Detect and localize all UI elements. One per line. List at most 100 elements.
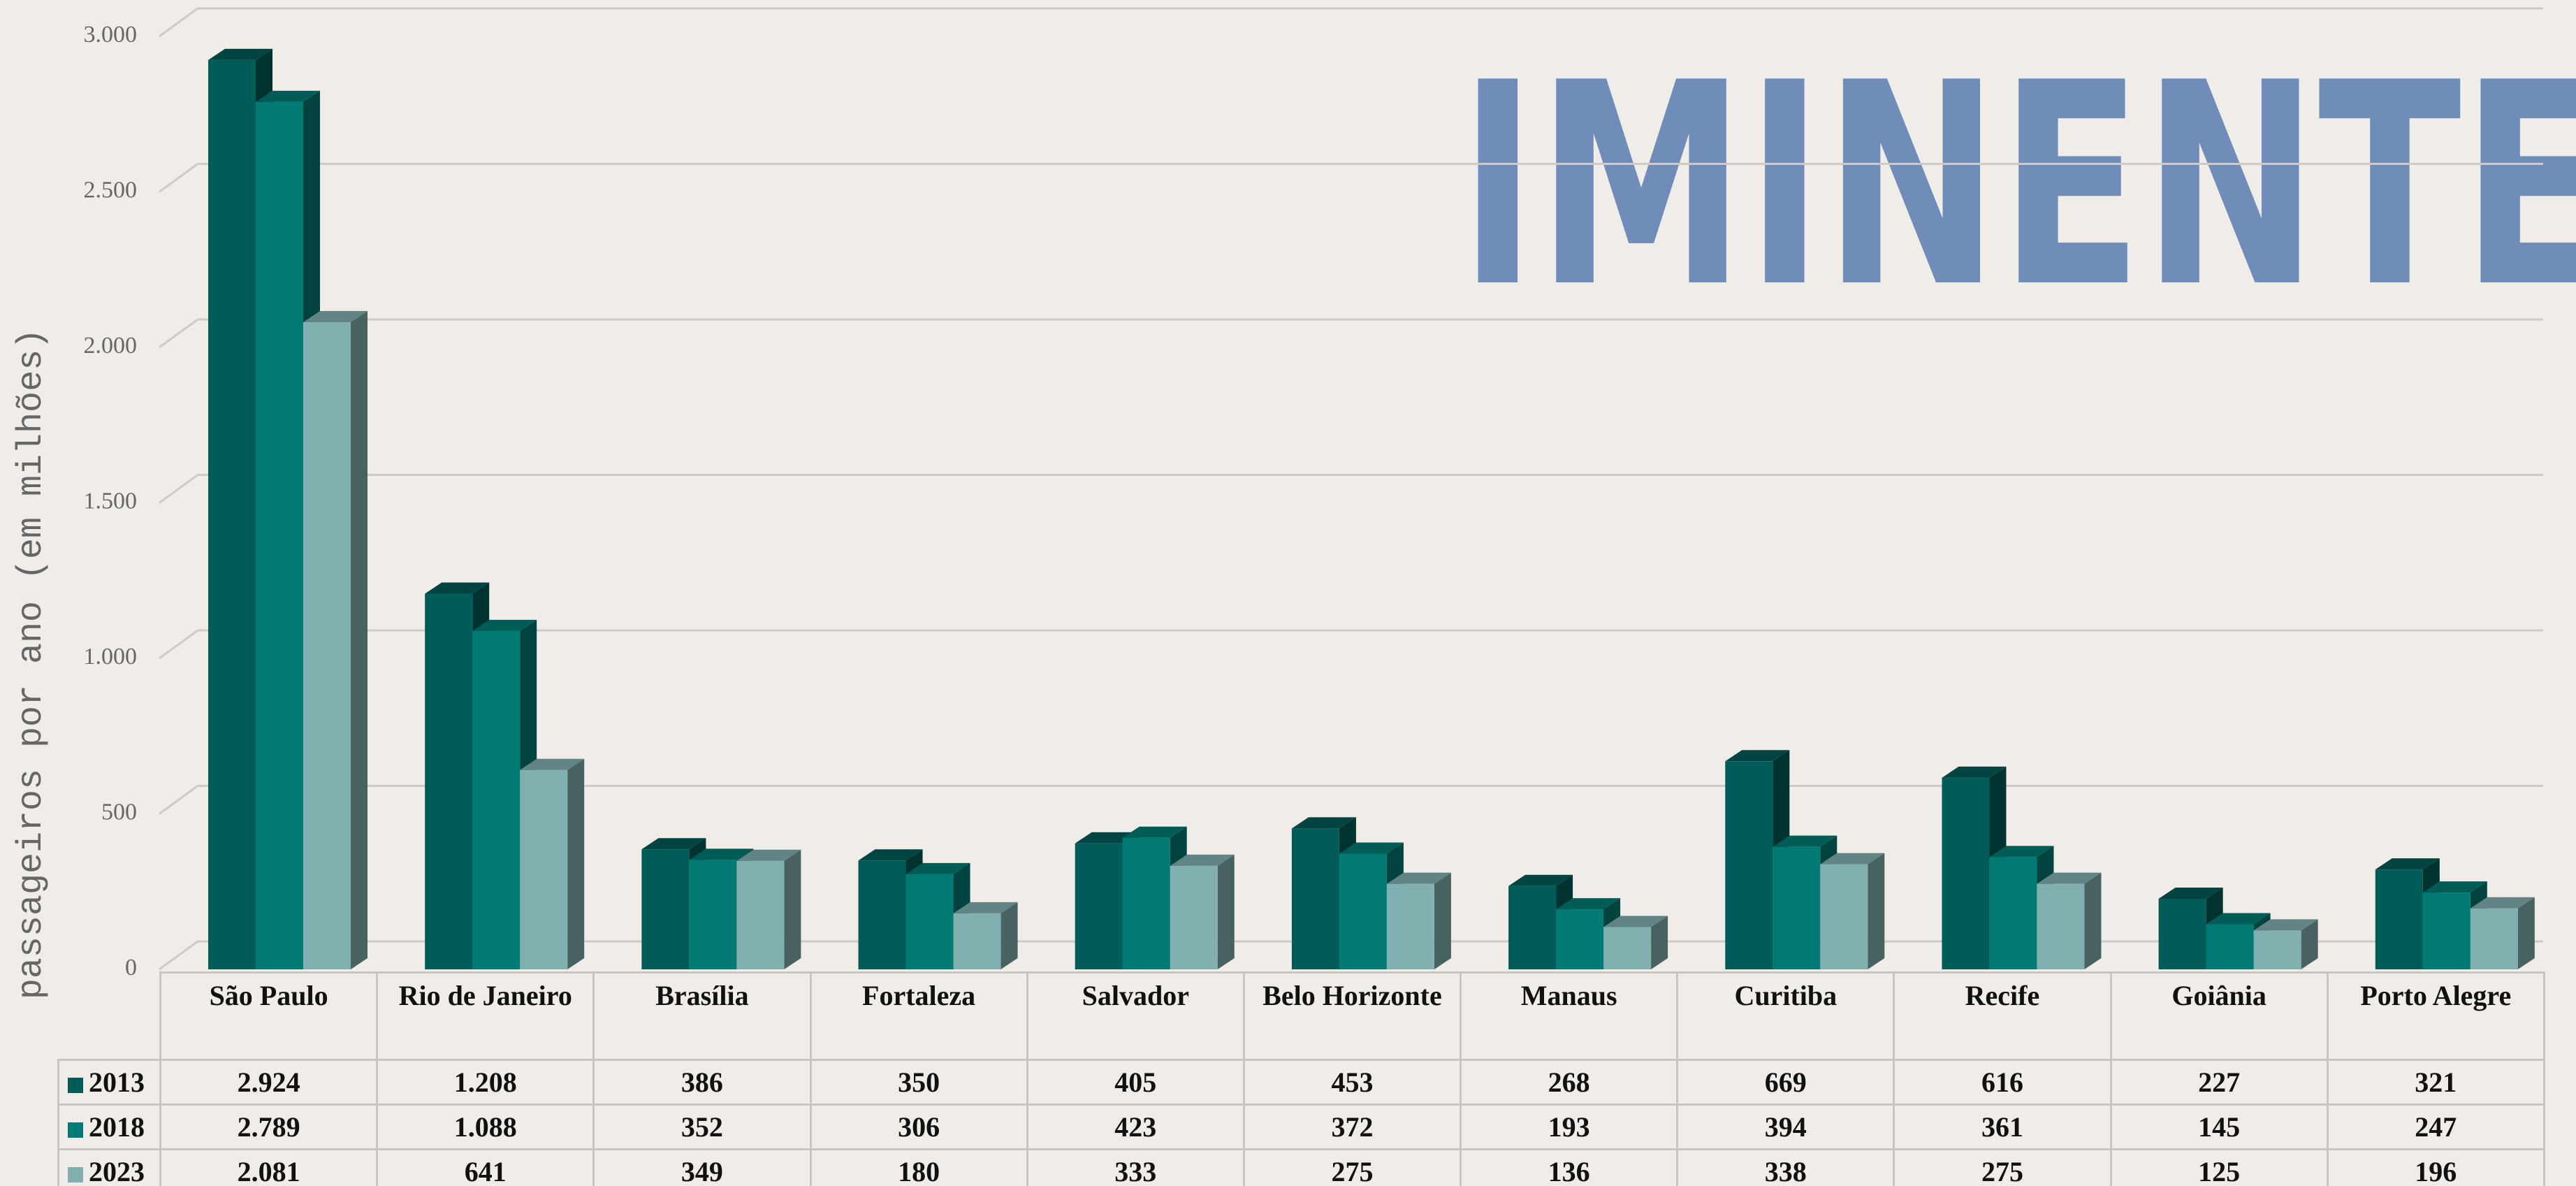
category-cell: Belo Horizonte: [1242, 971, 1462, 1061]
bar: [2206, 924, 2254, 969]
value-cell: 2.789: [159, 1104, 379, 1150]
category-cell: Curitiba: [1676, 971, 1895, 1061]
category-cell: Salvador: [1026, 971, 1245, 1061]
legend-swatch: [68, 1077, 83, 1093]
y-tick-label: 2.000: [84, 333, 138, 359]
value-cell: 616: [1893, 1059, 2112, 1106]
bar: [641, 849, 690, 969]
bar-top: [2037, 872, 2102, 884]
x-tick-label: Rio de Janeiro: [398, 980, 572, 1011]
bar: [2253, 930, 2301, 969]
bar-top: [425, 582, 490, 594]
y-tick-label: 1.500: [84, 488, 138, 514]
value-cell: 321: [2326, 1059, 2545, 1106]
value-cell: 1.208: [376, 1059, 595, 1106]
bar-top: [953, 902, 1018, 913]
y-axis-label: passageiros por ano (em milhões): [12, 328, 52, 999]
bar-top: [2158, 887, 2223, 899]
value-cell: 227: [2109, 1059, 2329, 1106]
x-tick-label: Goiânia: [2171, 980, 2266, 1011]
bar-top: [2253, 919, 2318, 931]
category-cell: Goiânia: [2109, 971, 2329, 1061]
bar-top: [1989, 846, 2054, 858]
bar-top: [1170, 854, 1235, 866]
bar-top: [1339, 842, 1404, 854]
category-cell: Brasília: [592, 971, 812, 1061]
bar-side: [2301, 919, 2318, 969]
series-row: 2018 2.789 1.088 352 306 423 372 193 394 361 145 24…: [57, 1104, 2545, 1150]
x-tick-label: Belo Horizonte: [1262, 980, 1442, 1011]
data-table: São Paulo Rio de Janeiro Brasília Fortaleza…: [57, 971, 2545, 1186]
value-cell: 268: [1460, 1059, 1679, 1106]
legend-cell: 2018: [57, 1104, 161, 1150]
bar-top: [1820, 853, 1885, 865]
legend-cell: 2013: [57, 1059, 161, 1106]
value-cell: 136: [1460, 1148, 1679, 1186]
value-cell: 453: [1242, 1059, 1462, 1106]
bar-top: [1556, 898, 1621, 910]
bar-top: [2470, 897, 2535, 909]
value-cell: 306: [809, 1104, 1028, 1150]
value-cell: 275: [1893, 1148, 2112, 1186]
legend-cell: 2023: [57, 1148, 161, 1186]
value-cell: 145: [2109, 1104, 2329, 1150]
value-cell: 196: [2326, 1148, 2545, 1186]
bar-top: [1122, 826, 1187, 838]
bar-top: [905, 862, 970, 874]
category-cell: São Paulo: [159, 971, 379, 1061]
tick-mark: [159, 163, 198, 193]
x-tick-label: Fortaleza: [862, 980, 976, 1011]
category-cell: Recife: [1893, 971, 2112, 1061]
header-row: São Paulo Rio de Janeiro Brasília Fortaleza…: [58, 971, 2545, 1061]
bar-top: [1603, 916, 1668, 927]
category-cell: Rio de Janeiro: [376, 971, 595, 1061]
bar-side: [1217, 854, 1235, 969]
bar: [472, 630, 521, 969]
bar-top: [520, 758, 585, 770]
bar: [1075, 843, 1123, 969]
x-tick-label: Brasília: [655, 980, 749, 1011]
value-cell: 669: [1676, 1059, 1895, 1106]
x-tick-label: Salvador: [1082, 980, 1189, 1011]
y-tick-label: 2.500: [84, 177, 138, 203]
y-tick-label: 1.000: [84, 644, 138, 670]
series-row: 2023 2.081 641 349 180 333 275 136 338 275 125 196: [57, 1148, 2545, 1186]
bar-top: [472, 619, 537, 631]
value-cell: 349: [592, 1148, 812, 1186]
value-cell: 1.088: [376, 1104, 595, 1150]
value-cell: 423: [1026, 1104, 1245, 1150]
bar: [2422, 892, 2471, 969]
bar-top: [2422, 881, 2487, 893]
bar-side: [2517, 897, 2535, 969]
bar-side: [1651, 916, 1668, 969]
value-cell: 405: [1026, 1059, 1245, 1106]
bar-side: [2084, 872, 2102, 969]
bar-top: [641, 838, 706, 850]
value-cell: 352: [592, 1104, 812, 1150]
bar: [1291, 828, 1339, 969]
bar-top: [2375, 858, 2440, 870]
bar: [736, 860, 785, 969]
legend-swatch: [68, 1122, 83, 1138]
bar: [2037, 883, 2085, 969]
bar-top: [1725, 750, 1790, 762]
bar-top: [2206, 913, 2271, 925]
bar: [425, 593, 473, 969]
bar-top: [689, 848, 754, 860]
bar: [1989, 857, 2037, 969]
y-tick-label: 3.000: [84, 22, 138, 48]
bar-top: [1386, 872, 1451, 884]
x-tick-label: São Paulo: [209, 980, 328, 1011]
bar-top: [303, 310, 368, 322]
tick-mark: [159, 474, 198, 504]
bar: [858, 860, 906, 969]
bar: [256, 101, 303, 969]
bar: [2375, 869, 2423, 969]
bar: [1386, 883, 1434, 969]
chart-title: IMINENTE: [1459, 24, 2576, 349]
value-cell: 333: [1026, 1148, 1245, 1186]
legend-label: 2023: [89, 1156, 145, 1186]
bar: [1725, 761, 1773, 969]
